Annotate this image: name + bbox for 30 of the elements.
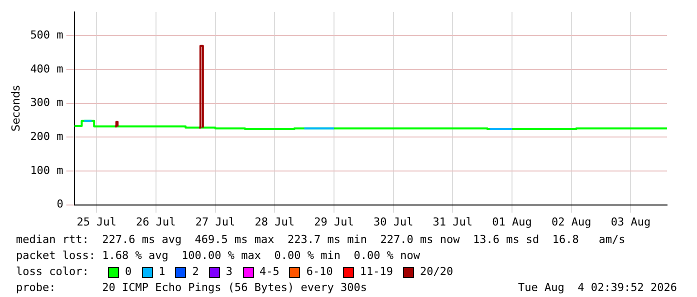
legend-label: 6-10 bbox=[306, 264, 333, 280]
x-tick-label: 30 Jul bbox=[373, 215, 414, 228]
y-axis-title: Seconds bbox=[9, 85, 22, 132]
text: packet loss: 1.68 % avg 100.00 % max 0.00 % min 0.00 % now bbox=[16, 248, 421, 264]
y-tick-label: 200 m bbox=[30, 130, 64, 144]
x-tick-label: 28 Jul bbox=[254, 215, 294, 228]
text: median rtt: 227.6 ms avg 469.5 ms max 223.7 ms min 227.0 ms now 13.6 ms sd 16.8 am/s bbox=[16, 232, 626, 248]
legend-label: 4-5 bbox=[260, 264, 280, 280]
x-tick-label: 03 Aug bbox=[610, 215, 651, 228]
y-tick-label: 300 m bbox=[30, 96, 64, 110]
legend-title: loss color: bbox=[16, 264, 90, 280]
x-tick-label: 27 Jul bbox=[195, 215, 236, 228]
x-tick-label: 26 Jul bbox=[136, 215, 176, 228]
legend-label: 1 bbox=[158, 264, 166, 280]
legend-label: 2 bbox=[192, 264, 199, 280]
x-tick-label: 31 Jul bbox=[432, 215, 473, 228]
text: Tue Aug 4 02:39:52 2026 bbox=[518, 280, 677, 296]
y-tick-label: 0 bbox=[56, 198, 64, 211]
y-tick-label: 500 m bbox=[30, 28, 64, 42]
text: probe: 20 ICMP Echo Pings (56 Bytes) every 300s bbox=[16, 281, 367, 294]
x-tick-label: 29 Jul bbox=[314, 215, 354, 228]
legend-label: 0 bbox=[125, 264, 132, 280]
y-tick-label: 400 m bbox=[30, 62, 64, 76]
legend-label: 11-19 bbox=[360, 264, 393, 280]
x-tick-label: 01 Aug bbox=[492, 215, 532, 228]
legend-label: 20/20 bbox=[420, 264, 454, 280]
x-tick-label: 25 Jul bbox=[76, 215, 116, 228]
x-tick-label: 02 Aug bbox=[552, 215, 592, 228]
legend-label: 3 bbox=[226, 264, 232, 280]
y-tick-label: 100 m bbox=[30, 164, 64, 177]
